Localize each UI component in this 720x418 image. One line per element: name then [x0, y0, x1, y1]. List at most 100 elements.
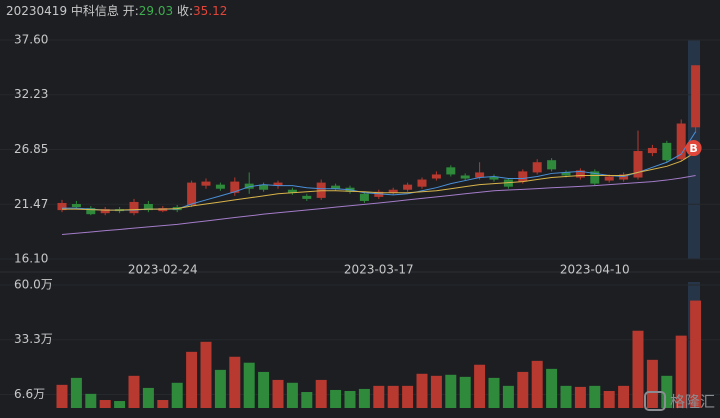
candle-body [244, 183, 254, 189]
volume-bar [445, 374, 457, 408]
volume-bar [301, 392, 313, 408]
candle-body [388, 189, 398, 193]
candle-body [604, 176, 614, 181]
volume-bar [157, 400, 169, 408]
volume-bar [142, 387, 154, 408]
candle-body [417, 179, 427, 187]
volume-bar [56, 384, 68, 408]
candle-body [273, 182, 283, 186]
volume-bar [502, 385, 514, 408]
signal-label: B [689, 142, 697, 155]
volume-bar [531, 360, 543, 408]
date: 20230419 [6, 4, 67, 18]
candle-body [633, 151, 643, 178]
candle-body [647, 147, 657, 154]
x-tick-label: 2023-03-17 [344, 263, 414, 277]
moving-average-line [62, 151, 696, 211]
volume-bar [416, 373, 428, 408]
volume-bar [258, 371, 270, 408]
candle-body [100, 209, 110, 214]
candle-body [475, 172, 485, 178]
x-tick-label: 2023-02-24 [128, 263, 198, 277]
volume-bar [70, 377, 82, 408]
close-label: 收: [177, 4, 193, 18]
volume-bar [603, 390, 615, 408]
candle-body [575, 170, 585, 178]
candle-body [302, 195, 312, 199]
candle-body [547, 160, 557, 170]
y-tick-label: 6.6万 [14, 387, 45, 401]
candle-body [230, 181, 240, 193]
open-value: 29.03 [139, 4, 173, 18]
y-tick-label: 60.0万 [14, 278, 53, 292]
candle-body [431, 174, 441, 179]
volume-bar [286, 382, 298, 408]
volume-bar [402, 385, 414, 408]
candle-body [489, 176, 499, 180]
volume-bar [344, 390, 356, 408]
candle-body [518, 171, 528, 182]
volume-bar [186, 351, 198, 408]
volume-bar [632, 330, 644, 408]
candle-body [129, 201, 139, 214]
volume-bar [646, 359, 658, 408]
candle-body [590, 171, 600, 184]
volume-bar [574, 386, 586, 408]
volume-bar [128, 375, 140, 408]
y-tick-label: 37.60 [14, 33, 48, 47]
candle-body [619, 174, 629, 180]
stock-name: 中科信息 [71, 3, 119, 18]
header: 20230419 中科信息 开:29.03 收:35.12 [6, 3, 227, 18]
y-tick-label: 32.23 [14, 87, 48, 101]
candle-body [215, 184, 225, 189]
candle-body [691, 65, 701, 128]
volume-bar [315, 379, 327, 408]
candle-body [503, 179, 513, 187]
y-tick-label: 33.3万 [14, 332, 53, 346]
volume-bar [661, 375, 673, 408]
moving-average-line [61, 174, 696, 236]
signal-marker: B [685, 140, 702, 157]
volume-bar [99, 400, 111, 408]
volume-bar [430, 375, 442, 408]
logo-text: 格隆汇 [670, 393, 715, 411]
candle-body [143, 203, 153, 211]
volume-bar [171, 382, 183, 408]
volume-bar [474, 364, 486, 408]
volume-bar [373, 385, 385, 408]
volume-bar [488, 377, 500, 408]
volume-bar [85, 393, 97, 408]
logo-icon [644, 391, 666, 411]
volume-bar [560, 385, 572, 408]
open-label: 开: [123, 4, 139, 18]
volume-bar [675, 335, 687, 408]
volume-bar [546, 368, 558, 408]
volume-bar [229, 356, 241, 408]
candle-body [446, 167, 456, 175]
y-tick-label: 16.10 [14, 252, 48, 266]
signal-dot [685, 140, 702, 157]
volume-bar [517, 371, 529, 408]
candle-body [259, 184, 269, 190]
close-value: 35.12 [193, 4, 227, 18]
candle-body [86, 208, 96, 215]
volume-bar [618, 385, 630, 408]
volume-bar [387, 385, 399, 408]
candle-body [359, 193, 369, 201]
candle-body [561, 172, 571, 176]
candle-body [374, 191, 384, 197]
volume-bar [214, 369, 226, 408]
x-tick-label: 2023-04-10 [560, 263, 630, 277]
candle-body [201, 181, 211, 186]
candle-body [71, 203, 81, 208]
candle-body [287, 189, 297, 193]
candle-body [662, 142, 672, 161]
volume-bar [243, 362, 255, 408]
candle-body [532, 162, 542, 173]
candle-body [676, 123, 686, 160]
y-tick-label: 26.85 [14, 142, 48, 156]
candle-body [187, 182, 197, 206]
volume-bar [459, 376, 471, 408]
